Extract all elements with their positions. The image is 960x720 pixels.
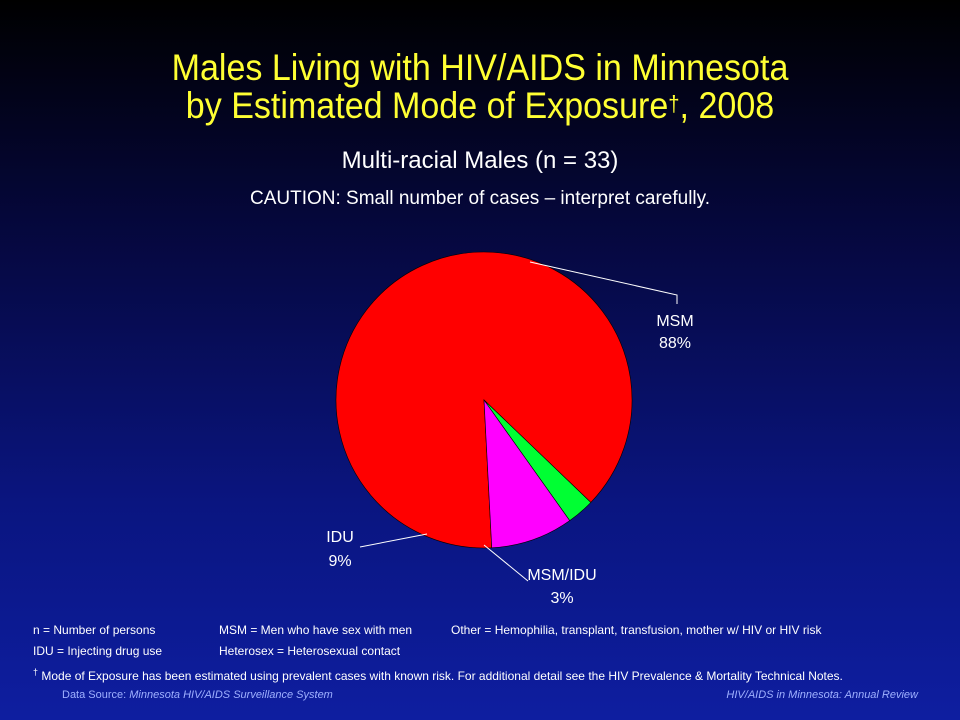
caution-note: CAUTION: Small number of cases – interpr… xyxy=(249,188,711,209)
report-title-footer: HIV/AIDS in Minnesota: Annual Review xyxy=(726,689,918,701)
slice-value-idu: 9% xyxy=(328,553,351,570)
msm-idu-leader-line xyxy=(483,544,529,582)
idu-leader-line xyxy=(359,533,428,548)
note-other-definition: Other = Hemophilia, transplant, transfus… xyxy=(451,623,822,637)
footnote-row-3: † Mode of Exposure has been estimated us… xyxy=(33,662,843,683)
slice-label-msm-idu: MSM/IDU xyxy=(527,567,596,584)
pie-slice-msm xyxy=(335,251,633,549)
dagger-mark: † xyxy=(668,91,680,116)
msm-leader-line xyxy=(529,261,678,304)
footnote-row-2: IDU = Injecting drug use Heterosex = Het… xyxy=(33,641,843,662)
note-msm-definition: MSM = Men who have sex with men xyxy=(219,623,413,637)
note-heterosex-definition: Heterosex = Heterosexual contact xyxy=(219,644,401,658)
slice-value-msm: 88% xyxy=(659,335,691,352)
note-mode-of-exposure: Mode of Exposure has been estimated usin… xyxy=(38,669,843,683)
data-source-footer: Data Source: Minnesota HIV/AIDS Surveill… xyxy=(62,689,333,701)
title-line-2-main: by Estimated Mode of Exposure xyxy=(185,85,669,126)
data-source-name: Minnesota HIV/AIDS Surveillance System xyxy=(129,689,333,701)
footnotes: n = Number of persons MSM = Men who have… xyxy=(33,620,843,683)
slice-label-msm: MSM xyxy=(656,313,693,330)
title-line-2: by Estimated Mode of Exposure†, 2008 xyxy=(38,86,921,126)
note-idu-definition: IDU = Injecting drug use xyxy=(33,644,163,658)
note-dagger-mark: † xyxy=(33,667,39,677)
footnote-row-1: n = Number of persons MSM = Men who have… xyxy=(33,620,843,641)
chart-subtitle: Multi-racial Males (n = 33) xyxy=(341,147,619,174)
slice-label-idu: IDU xyxy=(326,529,354,546)
note-n-definition: n = Number of persons xyxy=(33,623,156,637)
data-source-label: Data Source: xyxy=(62,689,127,701)
title-line-1: Males Living with HIV/AIDS in Minnesota xyxy=(171,47,789,88)
slice-value-msm-idu: 3% xyxy=(550,590,573,607)
title-year: , 2008 xyxy=(679,85,775,126)
pie-slice-idu xyxy=(483,398,571,549)
